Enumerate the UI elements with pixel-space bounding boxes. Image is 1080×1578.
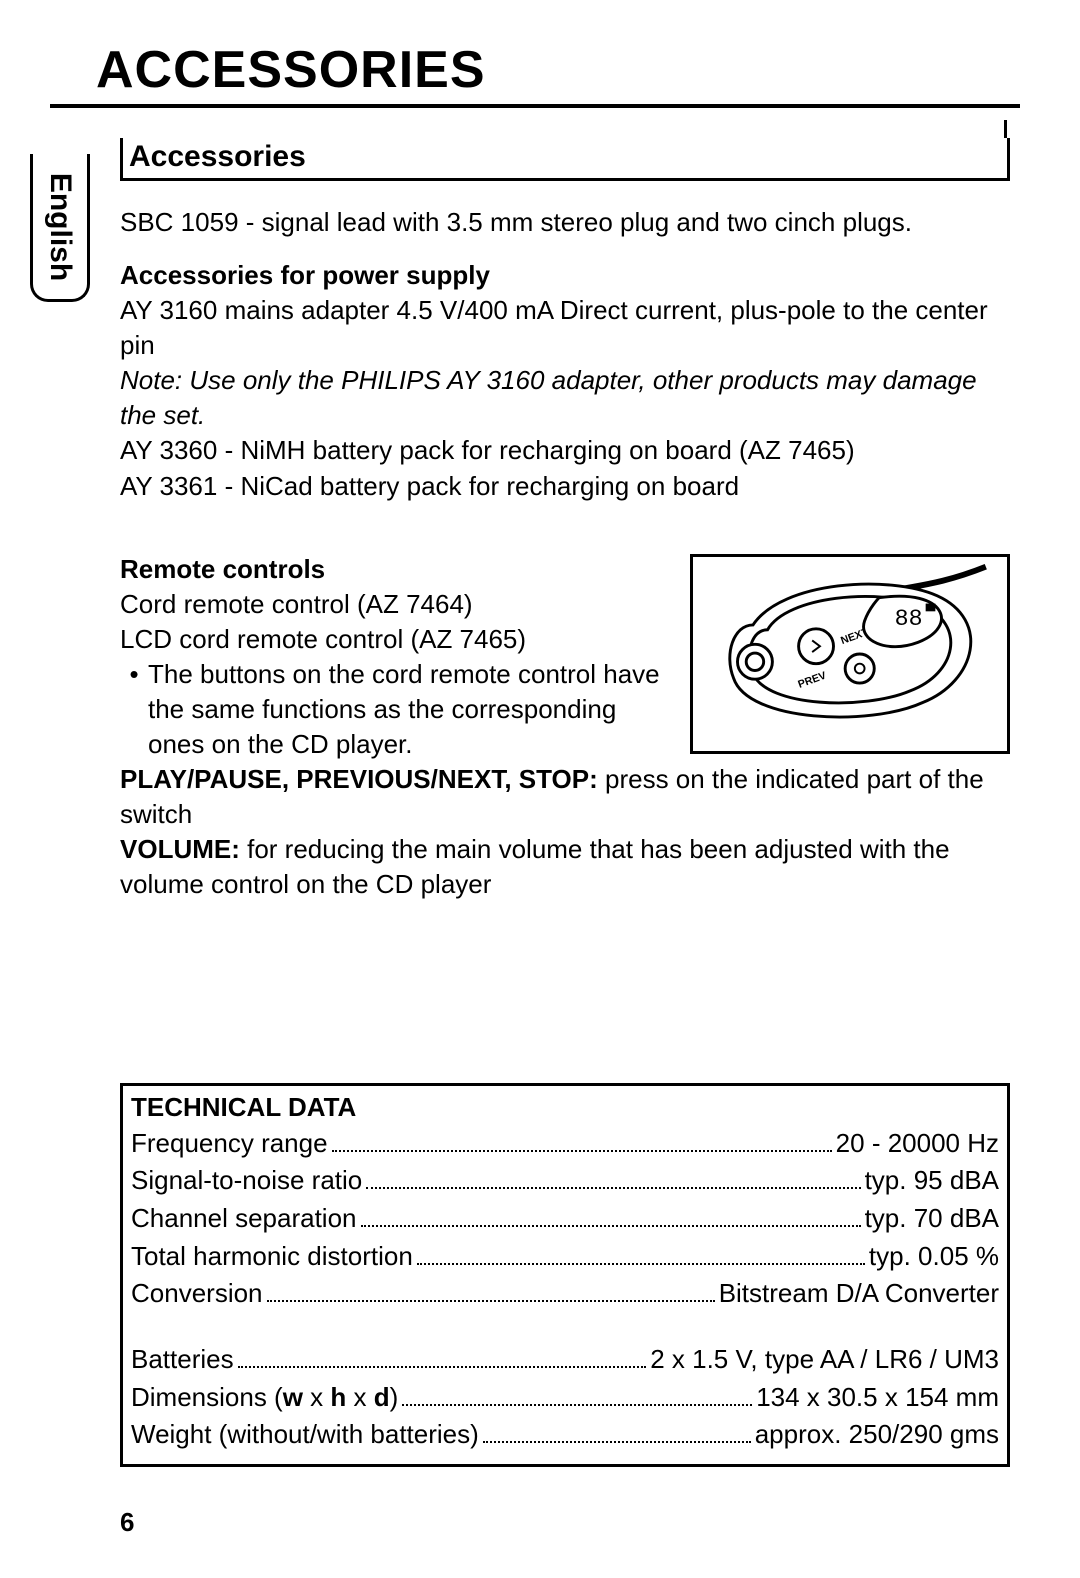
dot-leader (361, 1203, 861, 1226)
tech-label: Weight (without/with batteries) (131, 1416, 479, 1454)
dot-leader (402, 1382, 752, 1405)
signal-lead-text: SBC 1059 - signal lead with 3.5 mm stere… (120, 205, 1010, 240)
title-underline (50, 104, 1020, 108)
power-supply-heading: Accessories for power supply (120, 260, 1010, 291)
power-note-text: Note: Use only the PHILIPS AY 3160 adapt… (120, 363, 1010, 433)
tech-value: typ. 95 dBA (865, 1162, 999, 1200)
language-tab-text: English (43, 172, 77, 280)
section-heading: Accessories (123, 138, 1007, 178)
bullet-icon: • (120, 657, 148, 762)
tech-value: Bitstream D/A Converter (719, 1275, 999, 1313)
tech-label: Frequency range (131, 1125, 328, 1163)
tech-row: Frequency range 20 - 20000 Hz (131, 1125, 999, 1163)
tech-value: 2 x 1.5 V, type AA / LR6 / UM3 (650, 1341, 999, 1379)
play-line: PLAY/PAUSE, PREVIOUS/NEXT, STOP: press o… (120, 762, 1010, 832)
dot-leader (417, 1241, 865, 1264)
dot-leader (483, 1420, 751, 1443)
tech-value: approx. 250/290 gms (755, 1416, 999, 1454)
tech-value: 134 x 30.5 x 154 mm (756, 1379, 999, 1417)
remote-bullet-text: The buttons on the cord remote control h… (148, 657, 670, 762)
tech-row: Total harmonic distortion typ. 0.05 % (131, 1238, 999, 1276)
main-title: ACCESSORIES (96, 40, 1020, 100)
svg-text:88: 88 (895, 606, 923, 632)
dot-leader (332, 1128, 832, 1151)
volume-label: VOLUME: (120, 834, 247, 864)
page-number: 6 (120, 1507, 1020, 1538)
tech-row: Signal-to-noise ratio typ. 95 dBA (131, 1162, 999, 1200)
volume-line: VOLUME: for reducing the main volume tha… (120, 832, 1010, 902)
technical-data-title: TECHNICAL DATA (131, 1092, 999, 1123)
tech-value: 20 - 20000 Hz (836, 1125, 999, 1163)
dot-leader (366, 1166, 860, 1189)
tech-row: Batteries 2 x 1.5 V, type AA / LR6 / UM3 (131, 1341, 999, 1379)
remote-heading: Remote controls (120, 554, 670, 585)
language-tab: English (30, 154, 90, 302)
dot-leader (238, 1345, 647, 1368)
tech-row: Dimensions (w x h x d) 134 x 30.5 x 154 … (131, 1379, 999, 1417)
tech-value: typ. 70 dBA (865, 1200, 999, 1238)
tech-row: Conversion Bitstream D/A Converter (131, 1275, 999, 1313)
play-label: PLAY/PAUSE, PREVIOUS/NEXT, STOP: (120, 764, 605, 794)
tech-label: Signal-to-noise ratio (131, 1162, 362, 1200)
nimh-text: AY 3360 - NiMH battery pack for rechargi… (120, 433, 1010, 468)
remote-illustration: PREV NEXT 88 (693, 557, 1007, 751)
tech-row: Weight (without/with batteries) approx. … (131, 1416, 999, 1454)
tech-label: Batteries (131, 1341, 234, 1379)
power-adapter-text: AY 3160 mains adapter 4.5 V/400 mA Direc… (120, 293, 1010, 363)
nicad-text: AY 3361 - NiCad battery pack for recharg… (120, 469, 1010, 504)
section-heading-box: Accessories (120, 138, 1010, 181)
tech-label: Total harmonic distortion (131, 1238, 413, 1276)
dot-leader (267, 1279, 715, 1302)
remote-lcd-text: LCD cord remote control (AZ 7465) (120, 622, 670, 657)
remote-figure: PREV NEXT 88 (690, 554, 1010, 754)
tech-label-dimensions: Dimensions (w x h x d) (131, 1379, 398, 1417)
tech-row: Channel separation typ. 70 dBA (131, 1200, 999, 1238)
remote-cord-text: Cord remote control (AZ 7464) (120, 587, 670, 622)
tech-label: Conversion (131, 1275, 263, 1313)
technical-data-box: TECHNICAL DATA Frequency range 20 - 2000… (120, 1083, 1010, 1468)
tech-label: Channel separation (131, 1200, 357, 1238)
tech-value: typ. 0.05 % (869, 1238, 999, 1276)
